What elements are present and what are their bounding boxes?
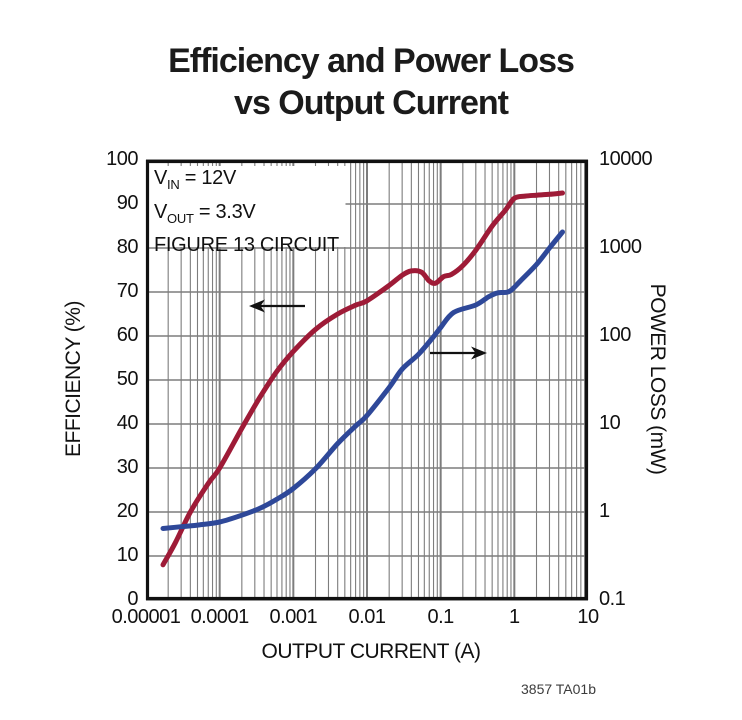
y-right-tick-label: 10 xyxy=(599,412,621,434)
power-loss-axis-arrow-icon xyxy=(430,346,487,360)
y-right-tick-label: 1000 xyxy=(599,236,642,258)
y-left-tick-label: 70 xyxy=(116,280,139,302)
y-left-tick-label: 90 xyxy=(116,192,139,214)
x-tick-label: 0.001 xyxy=(269,606,318,628)
y-right-tick-label: 10000 xyxy=(599,148,653,170)
y-left-tick-label: 50 xyxy=(116,368,139,390)
y-left-tick-label: 80 xyxy=(116,236,139,258)
x-axis-label: OUTPUT CURRENT (A) xyxy=(261,640,481,663)
figure-reference-code: 3857 TA01b xyxy=(521,681,596,697)
chart-title-line2: vs Output Current xyxy=(234,84,509,122)
chart-title: Efficiency and Power Loss vs Output Curr… xyxy=(0,40,742,124)
y-right-tick-label: 1 xyxy=(599,500,610,522)
y-right-tick-label: 100 xyxy=(599,324,631,346)
y-left-tick-label: 20 xyxy=(116,500,139,522)
y-right-axis-label: POWER LOSS (mW) xyxy=(646,283,669,475)
y-left-tick-label: 40 xyxy=(116,412,139,434)
annotation-vout: VOUT = 3.3V xyxy=(154,200,256,226)
x-tick-label: 0.01 xyxy=(348,606,386,628)
chart-title-line1: Efficiency and Power Loss xyxy=(168,42,575,80)
x-tick-label: 1 xyxy=(509,606,520,628)
annotation-figure: FIGURE 13 CIRCUIT xyxy=(154,234,339,256)
y-left-tick-label: 100 xyxy=(106,148,138,170)
plot-border xyxy=(145,159,589,601)
y-right-tick-label: 0.1 xyxy=(599,588,626,610)
annotation-vin: VIN = 12V xyxy=(154,167,237,192)
efficiency-axis-arrow-icon xyxy=(249,299,305,313)
y-left-tick-label: 0 xyxy=(127,588,138,610)
power-loss-curve xyxy=(160,229,565,531)
y-left-tick-label: 10 xyxy=(116,544,139,566)
y-left-tick-label: 30 xyxy=(116,456,139,478)
grid-lines xyxy=(146,159,588,601)
x-tick-label: 0.0001 xyxy=(190,606,250,628)
x-tick-label: 10 xyxy=(577,606,599,628)
x-tick-label: 0.00001 xyxy=(111,606,181,628)
y-left-tick-label: 60 xyxy=(116,324,139,346)
x-tick-label: 0.1 xyxy=(427,606,455,628)
condition-annotation: VIN = 12V VOUT = 3.3V FIGURE 13 CIRCUIT xyxy=(154,165,339,259)
annotation-background xyxy=(148,166,346,247)
efficiency-curve xyxy=(160,190,565,568)
